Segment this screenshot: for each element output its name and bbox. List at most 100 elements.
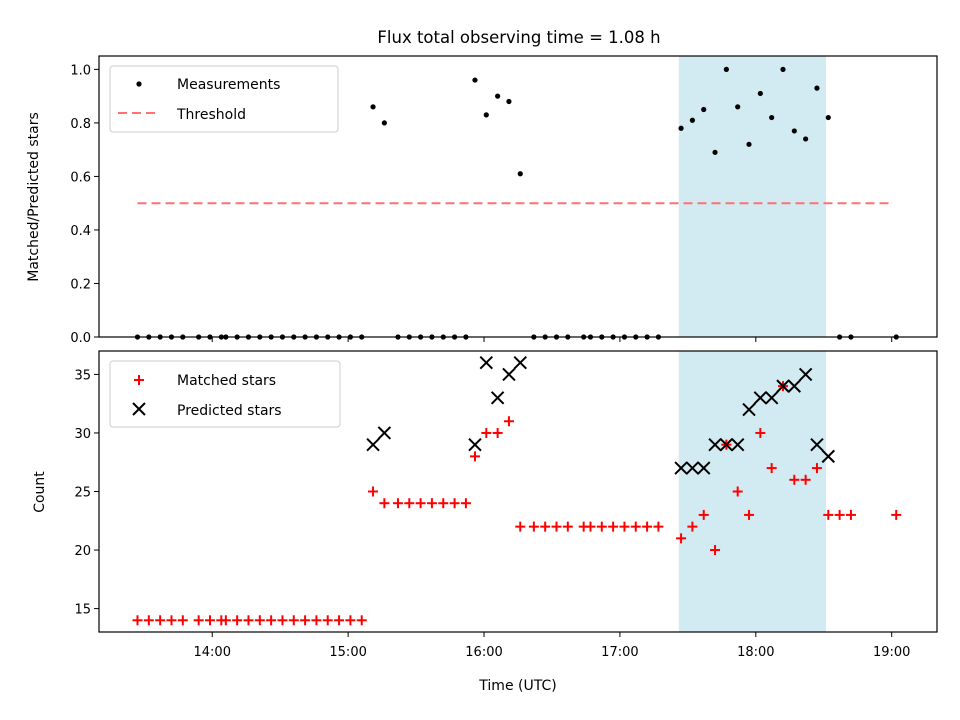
- top-yticks: 0.0 0.2 0.4 0.6 0.8 1.0: [70, 63, 99, 346]
- matched-star-point: [311, 615, 322, 626]
- matched-star-point: [345, 615, 356, 626]
- matched-star-point: [608, 521, 619, 532]
- measurement-point: [472, 77, 478, 83]
- matched-star-point: [540, 521, 551, 532]
- matched-star-point: [481, 427, 492, 438]
- bottom-xticks: 14:00 15:00 16:00 17:00 18:00 19:00: [194, 632, 910, 660]
- x-tick-label: 14:00: [194, 645, 231, 660]
- x-tick-label: 15:00: [329, 645, 366, 660]
- matched-star-point: [449, 498, 460, 509]
- matched-star-point: [469, 451, 480, 462]
- bottom-legend: Matched stars Predicted stars: [109, 360, 341, 428]
- measurement-point: [712, 149, 718, 155]
- bottom-ylabel: Count: [32, 471, 48, 513]
- x-tick-label: 18:00: [737, 645, 774, 660]
- matched-star-point: [834, 509, 845, 520]
- measurement-point: [769, 114, 775, 121]
- measurement-point: [678, 125, 684, 131]
- y-tick-label: 0.4: [70, 224, 91, 239]
- matched-star-point: [232, 615, 243, 626]
- legend-measurements-label: Measurements: [177, 77, 280, 93]
- matched-star-point: [562, 521, 573, 532]
- matched-star-point: [243, 615, 254, 626]
- y-tick-label: 1.0: [70, 63, 91, 78]
- measurement-point: [506, 98, 512, 105]
- predicted-star-point: [764, 391, 779, 405]
- matched-star-point: [515, 521, 526, 532]
- matched-star-point: [379, 498, 390, 509]
- bottom-yticks: 15 20 25 30 35: [74, 368, 99, 618]
- top-plot-frame: [98, 55, 938, 338]
- x-tick-label: 16:00: [465, 645, 502, 660]
- top-xticks: [211, 337, 893, 342]
- matched-star-point: [204, 615, 215, 626]
- y-tick-label: 30: [74, 427, 91, 442]
- legend-matched-marker: [134, 375, 144, 385]
- legend-matched-label: Matched stars: [177, 373, 276, 389]
- top-highlight-span: [678, 56, 827, 337]
- matched-star-point: [132, 615, 143, 626]
- matched-star-point: [404, 498, 415, 509]
- bottom-highlight-span: [678, 351, 827, 632]
- predicted-star-point: [513, 356, 527, 370]
- matched-star-point: [322, 615, 333, 626]
- predicted-star-point: [787, 379, 802, 393]
- y-tick-label: 0.0: [70, 331, 91, 346]
- predicted-star-point: [776, 379, 790, 393]
- predicted-star-point: [697, 461, 711, 475]
- top-panel: 0.0 0.2 0.4 0.6 0.8 1.0 Matched/Predicted sta…: [26, 55, 938, 346]
- predicted-star-point: [708, 437, 722, 452]
- measurement-point: [803, 136, 809, 142]
- predicted-star-point: [730, 437, 745, 452]
- figure-title: Flux total observing time = 1.08 h: [377, 28, 660, 47]
- predicted-star-point: [685, 461, 700, 475]
- y-tick-label: 20: [74, 544, 91, 559]
- matched-star-point: [800, 474, 811, 485]
- matched-star-point: [676, 533, 687, 544]
- matched-star-point: [698, 509, 709, 520]
- measurement-point: [483, 112, 489, 118]
- measurement-point: [701, 106, 707, 113]
- predicted-star-point: [821, 449, 835, 464]
- measurement-point: [780, 66, 786, 72]
- matched-star-point: [687, 521, 698, 532]
- matched-star-point: [653, 521, 664, 532]
- matched-star-point: [811, 463, 822, 474]
- y-tick-label: 0.8: [70, 117, 91, 132]
- y-tick-label: 15: [74, 603, 91, 618]
- matched-star-point: [166, 615, 177, 626]
- predicted-star-point: [719, 437, 734, 452]
- matched-star-point: [415, 498, 426, 509]
- matched-star-point: [503, 416, 514, 427]
- matched-star-point: [789, 474, 800, 485]
- measurement-point: [723, 66, 729, 72]
- matched-star-point: [744, 509, 755, 520]
- matched-star-point: [193, 615, 204, 626]
- measurement-point: [517, 171, 523, 177]
- measurement-point: [735, 104, 741, 110]
- legend-predicted-marker: [132, 402, 146, 416]
- matched-star-point: [143, 615, 154, 626]
- matched-star-point: [177, 615, 188, 626]
- measurement-point: [495, 93, 501, 99]
- top-legend-box: [109, 65, 339, 133]
- matched-star-point: [334, 615, 345, 626]
- predicted-star-point: [502, 367, 516, 382]
- matched-star-point: [392, 498, 403, 509]
- matched-star-point: [356, 615, 367, 626]
- predicted-star-point: [479, 356, 493, 370]
- predicted-star-point: [798, 367, 813, 382]
- matched-star-point: [266, 615, 277, 626]
- matched-star-point: [642, 521, 653, 532]
- matched-star-point: [220, 615, 231, 626]
- predicted-star-point: [468, 437, 482, 452]
- matched-star-point: [155, 615, 166, 626]
- legend-predicted-label: Predicted stars: [177, 403, 282, 419]
- bottom-legend-box: [109, 360, 341, 428]
- measurement-point: [757, 90, 763, 97]
- predicted-star-point: [490, 391, 505, 405]
- bottom-xlabel: Time (UTC): [478, 678, 556, 694]
- x-tick-label: 19:00: [873, 645, 910, 660]
- measurement-point: [381, 120, 387, 126]
